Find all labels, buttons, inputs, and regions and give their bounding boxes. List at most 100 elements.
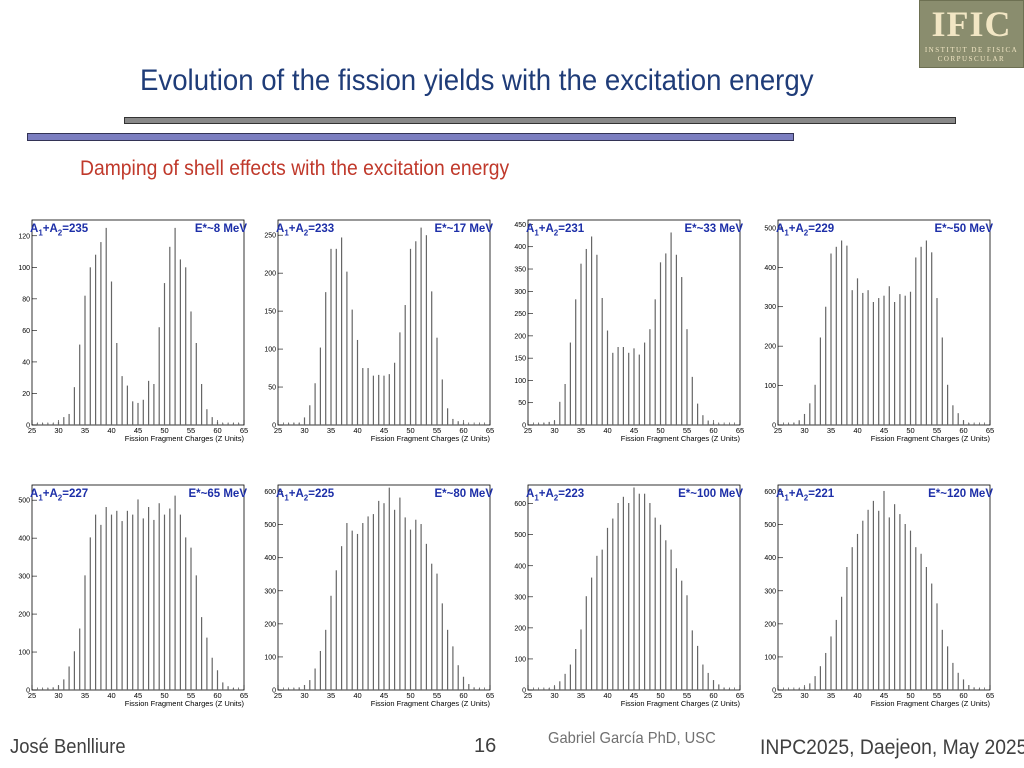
histogram-bar — [148, 507, 150, 690]
histogram-bar — [335, 248, 337, 425]
histogram-bar — [394, 362, 396, 425]
histogram-bar — [409, 529, 412, 690]
histogram-bar — [681, 277, 683, 425]
y-tick-label: 500 — [18, 498, 30, 505]
x-tick-label: 25 — [28, 426, 36, 435]
histogram-bar — [211, 417, 213, 425]
histogram-bar — [665, 253, 667, 425]
histogram-bar — [553, 686, 556, 690]
histogram-bar — [232, 688, 234, 690]
histogram-bar — [851, 547, 853, 690]
histogram-bar — [936, 298, 938, 425]
histogram-bar — [47, 688, 49, 690]
histogram-bar — [195, 575, 197, 690]
histogram-bar — [378, 500, 380, 690]
x-tick-label: 45 — [880, 426, 888, 435]
x-tick-label: 50 — [656, 691, 664, 700]
histogram-bar — [399, 332, 401, 425]
histogram-bar — [803, 686, 806, 690]
histogram-bar — [179, 514, 181, 690]
histogram-bar — [303, 417, 306, 425]
y-tick-label: 100 — [764, 654, 776, 661]
histogram-bar — [110, 514, 113, 690]
histogram-svg: 0 100 200 300 400 500 600 25 30 35 40 45 50 55 60 65Fis… — [514, 484, 744, 708]
histogram-bar — [909, 530, 912, 690]
histogram-panel-2: 0 50 100 150 200 250 25 30 35 40 45 50 55 60 65 Fission… — [264, 212, 496, 444]
histogram-bar — [293, 422, 295, 425]
histogram-bar — [57, 421, 60, 425]
mass-label: A1+A2=231 — [526, 223, 585, 238]
x-tick-label: 30 — [54, 691, 62, 700]
histogram-bar — [814, 384, 816, 425]
histogram-bar — [638, 493, 640, 690]
x-tick-label: 35 — [327, 426, 335, 435]
histogram-bar — [42, 688, 44, 690]
y-tick-label: 300 — [514, 594, 526, 601]
y-tick-label: 600 — [514, 501, 526, 508]
y-tick-label: 100 — [514, 656, 526, 663]
histogram-bar — [341, 237, 343, 425]
histogram-bar — [478, 424, 480, 425]
histogram-bar — [633, 487, 635, 690]
y-tick-label: 300 — [18, 574, 30, 581]
histogram-panel-3: 0 50 100 150 200 250 300 350 400 450 25 30 35 40 45 50 5… — [514, 212, 746, 444]
histogram-bar — [47, 423, 49, 425]
x-tick-label: 45 — [880, 691, 888, 700]
histogram-bar — [585, 248, 587, 425]
histogram-bar — [580, 629, 582, 690]
histogram-bar — [978, 688, 980, 690]
histogram-bar — [351, 530, 353, 690]
histogram-bar — [319, 347, 321, 425]
histogram-bar — [936, 603, 938, 690]
x-tick-label: 30 — [300, 691, 308, 700]
x-tick-label: 50 — [906, 691, 914, 700]
histogram-bar — [158, 503, 160, 690]
histogram-bar — [675, 568, 677, 690]
histogram-bar — [920, 553, 922, 690]
histogram-bar — [644, 342, 646, 425]
x-tick-label: 40 — [353, 691, 361, 700]
histogram-bar — [862, 520, 864, 690]
histogram-bar — [846, 567, 848, 690]
histogram-bar — [712, 422, 715, 425]
histogram-bar — [793, 689, 795, 690]
histogram-bar — [622, 496, 624, 690]
histogram-bar — [809, 683, 811, 690]
histogram-bar — [142, 518, 144, 690]
y-tick-label: 0 — [772, 423, 776, 430]
histogram-bar — [606, 527, 609, 690]
histogram-bar — [973, 687, 975, 690]
x-tick-label: 35 — [81, 426, 89, 435]
x-tick-label: 35 — [327, 691, 335, 700]
x-tick-label: 55 — [187, 691, 195, 700]
histogram-bar — [809, 403, 811, 425]
histogram-panel-4: 0 100 200 300 400 500 25 30 35 40 45 50 55 60 65 Fissio… — [764, 212, 996, 444]
energy-label: E*~8 MeV — [194, 223, 247, 235]
histogram-bar — [973, 423, 975, 425]
mass-label: A1+A2=227 — [30, 488, 89, 503]
histogram-bar — [169, 246, 171, 425]
histogram-bar — [409, 248, 412, 425]
histogram-bar — [686, 329, 688, 425]
x-axis-title: Fission Fragment Charges (Z Units) — [371, 699, 491, 708]
x-tick-label: 60 — [213, 691, 221, 700]
histogram-bar — [314, 383, 316, 425]
histogram-bar — [728, 688, 730, 690]
histogram-bar — [856, 533, 859, 690]
histogram-bar — [559, 681, 561, 690]
mass-label: A1+A2=233 — [276, 223, 335, 238]
mass-label: A1+A2=229 — [776, 223, 835, 238]
histogram-bar — [222, 682, 224, 690]
x-tick-label: 60 — [459, 426, 467, 435]
histogram-bar — [856, 278, 859, 425]
y-tick-label: 0 — [522, 688, 526, 695]
x-tick-label: 45 — [630, 426, 638, 435]
x-tick-label: 65 — [986, 426, 994, 435]
y-tick-label: 300 — [514, 289, 526, 296]
histogram-bar — [399, 497, 401, 690]
histogram-bar — [447, 408, 449, 425]
histogram-bar — [596, 254, 598, 425]
histogram-bar — [478, 688, 480, 690]
x-tick-label: 55 — [433, 426, 441, 435]
histogram-bar — [462, 422, 465, 425]
